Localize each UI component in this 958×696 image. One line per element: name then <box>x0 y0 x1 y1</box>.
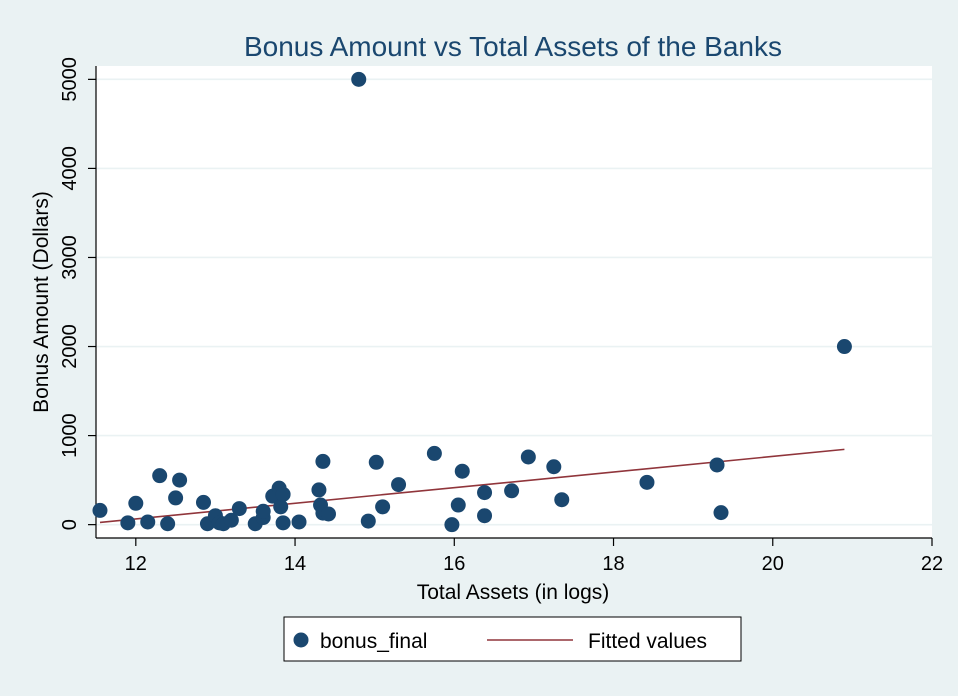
x-tick-label: 14 <box>284 553 306 575</box>
y-tick-label: 1000 <box>59 413 81 458</box>
y-tick-label: 0 <box>59 519 81 530</box>
y-tick-label: 3000 <box>59 235 81 280</box>
data-point <box>520 449 536 465</box>
data-point <box>639 474 655 490</box>
y-tick-label: 5000 <box>59 57 81 102</box>
data-point <box>140 514 156 530</box>
data-point <box>554 492 570 508</box>
x-tick-label: 22 <box>921 553 943 575</box>
data-point <box>391 477 407 493</box>
x-axis-ticks: 12 14 16 18 20 22 <box>125 538 943 575</box>
data-point <box>360 513 376 529</box>
x-tick-label: 12 <box>125 553 147 575</box>
y-tick-label: 2000 <box>59 324 81 369</box>
data-point <box>291 514 307 530</box>
legend-label-fitted-values: Fitted values <box>588 630 707 653</box>
scatter-points <box>92 71 852 533</box>
data-point <box>315 453 331 469</box>
data-point <box>172 472 188 488</box>
data-point <box>195 494 211 510</box>
y-axis-ticks: 0 1000 2000 3000 4000 5000 <box>59 57 96 530</box>
data-point <box>713 505 729 521</box>
data-point <box>444 517 460 533</box>
data-point <box>368 454 384 470</box>
data-point <box>320 506 336 522</box>
data-point <box>311 482 327 498</box>
data-point <box>160 516 176 532</box>
legend-box <box>283 616 742 662</box>
legend-label-bonus-final: bonus_final <box>320 630 427 653</box>
data-point <box>450 497 466 513</box>
x-axis-label: Total Assets (in logs) <box>417 581 610 604</box>
data-point <box>504 483 520 499</box>
data-point <box>128 495 144 511</box>
y-axis-label: Bonus Amount (Dollars) <box>30 191 53 413</box>
legend: bonus_final Fitted values <box>283 616 742 662</box>
x-tick-label: 20 <box>762 553 784 575</box>
chart-title: Bonus Amount vs Total Assets of the Bank… <box>244 31 782 62</box>
data-point <box>546 459 562 475</box>
y-tick-label: 4000 <box>59 146 81 191</box>
x-tick-label: 18 <box>602 553 624 575</box>
data-point <box>152 468 168 484</box>
data-point <box>273 499 289 515</box>
data-point <box>92 502 108 518</box>
data-point <box>454 463 470 479</box>
data-point <box>375 499 391 515</box>
data-point <box>223 512 239 528</box>
data-point <box>351 71 367 87</box>
plot-area <box>96 66 932 538</box>
legend-marker-bonus-final <box>293 632 309 648</box>
axes <box>95 66 932 539</box>
x-tick-label: 16 <box>443 553 465 575</box>
data-point <box>168 490 184 506</box>
data-point <box>120 515 136 531</box>
data-point <box>275 515 291 531</box>
data-point <box>426 445 442 461</box>
data-point <box>477 508 493 524</box>
data-point <box>477 485 493 501</box>
data-point <box>709 457 725 473</box>
data-point <box>255 503 271 519</box>
data-point <box>836 339 852 355</box>
data-point <box>275 486 291 502</box>
data-point <box>231 501 247 517</box>
